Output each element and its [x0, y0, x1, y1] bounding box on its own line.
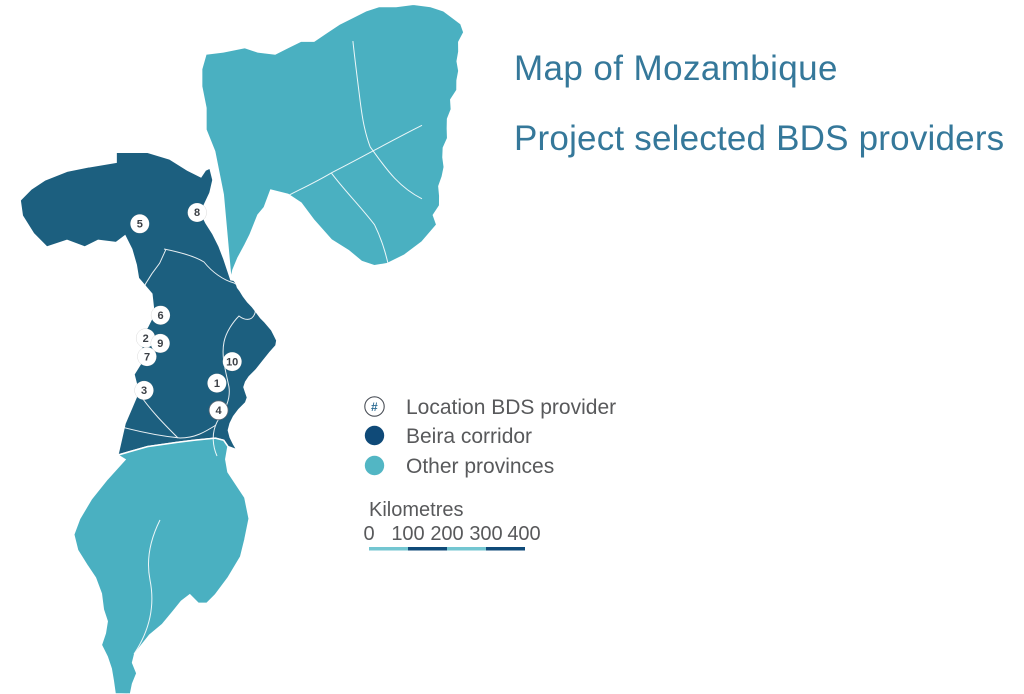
svg-text:7: 7: [144, 351, 150, 363]
svg-text:9: 9: [157, 338, 163, 350]
svg-text:Location BDS provider: Location BDS provider: [406, 396, 616, 419]
svg-text:5: 5: [137, 219, 143, 231]
svg-text:200: 200: [430, 523, 463, 545]
svg-text:Beira corridor: Beira corridor: [406, 425, 532, 448]
svg-text:300: 300: [469, 523, 502, 545]
svg-text:0: 0: [363, 523, 374, 545]
svg-text:Kilometres: Kilometres: [369, 499, 463, 521]
svg-text:Project selected BDS providers: Project selected BDS providers: [514, 119, 1004, 158]
svg-text:1: 1: [214, 378, 220, 390]
svg-text:3: 3: [141, 385, 147, 397]
svg-text:Map of Mozambique: Map of Mozambique: [514, 49, 838, 88]
svg-text:4: 4: [216, 405, 223, 417]
svg-text:10: 10: [226, 356, 238, 368]
svg-text:400: 400: [507, 523, 540, 545]
svg-text:8: 8: [194, 207, 200, 219]
svg-text:#: #: [371, 400, 378, 414]
svg-text:6: 6: [158, 310, 164, 322]
svg-text:Other provinces: Other provinces: [406, 455, 554, 478]
svg-text:2: 2: [143, 333, 149, 345]
svg-text:100: 100: [391, 523, 424, 545]
